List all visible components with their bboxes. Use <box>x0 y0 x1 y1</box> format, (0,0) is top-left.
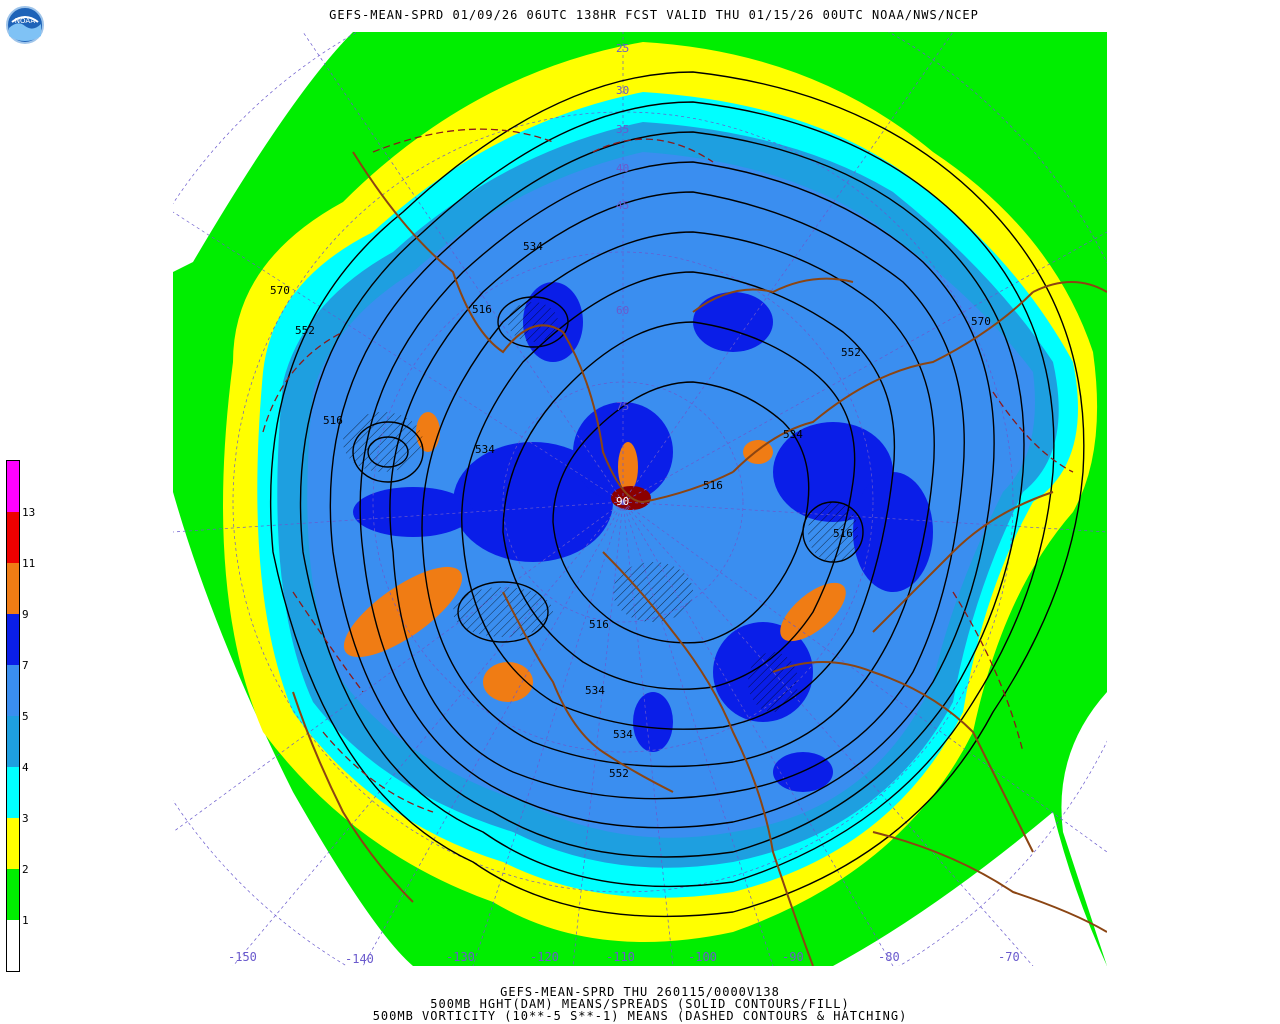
contour-label: 516 <box>833 527 853 540</box>
lat-label: 60 <box>616 304 629 317</box>
lat-label: 35 <box>616 123 629 136</box>
legend-swatch <box>7 920 19 971</box>
contour-label: 534 <box>585 684 605 697</box>
contour-label: 552 <box>295 324 315 337</box>
chart-title: GEFS-MEAN-SPRD 01/09/26 06UTC 138HR FCST… <box>329 8 979 22</box>
footer-line-1: GEFS-MEAN-SPRD THU 260115/0000V138 <box>500 985 780 999</box>
legend-swatch <box>7 869 19 920</box>
legend-swatch <box>7 461 19 512</box>
contour-label: 516 <box>589 618 609 631</box>
legend-label: 13 <box>22 506 36 519</box>
footer-line-2: 500MB HGHT(DAM) MEANS/SPREADS (SOLID CON… <box>430 997 850 1011</box>
lat-label: 45 <box>616 199 629 212</box>
spread-fill-orange <box>343 412 846 702</box>
legend-label: 1 <box>22 914 29 927</box>
contour-label: 516 <box>323 414 343 427</box>
map-panel: 570 552 516 534 534 516 534 570 552 534 … <box>173 32 1107 966</box>
spread-fill-white-sw <box>173 492 413 966</box>
lat-lon-grid <box>173 32 1107 966</box>
contour-label: 534 <box>613 728 633 741</box>
color-legend <box>6 460 20 972</box>
coastlines <box>292 151 1107 966</box>
legend-swatch <box>7 512 19 563</box>
vorticity-contours <box>262 128 1074 813</box>
vorticity-hatching <box>343 302 858 712</box>
legend-label: 4 <box>22 761 29 774</box>
spread-fill-white-se <box>1061 692 1107 966</box>
legend-label: 11 <box>22 557 36 570</box>
spread-fill-white-se2 <box>833 812 1107 966</box>
contour-label: 552 <box>841 346 861 359</box>
spread-fill-white-west <box>173 32 353 272</box>
contour-label: 570 <box>971 315 991 328</box>
legend-label: 5 <box>22 710 29 723</box>
legend-swatch <box>7 563 19 614</box>
lon-label: -120 <box>530 950 559 964</box>
lat-label: 25 <box>616 42 629 55</box>
legend-swatch <box>7 767 19 818</box>
legend-swatch <box>7 614 19 665</box>
legend-swatch <box>7 716 19 767</box>
footer-line-3: 500MB VORTICITY (10**-5 S**-1) MEANS (DA… <box>372 1009 908 1023</box>
lat-label: 40 <box>616 162 629 175</box>
contour-label: 570 <box>270 284 290 297</box>
legend-swatch <box>7 665 19 716</box>
legend-label: 7 <box>22 659 29 672</box>
lon-label: -150 <box>228 950 257 964</box>
noaa-logo-icon: NOAA <box>6 6 44 44</box>
contour-label: 552 <box>609 767 629 780</box>
legend-swatch <box>7 818 19 869</box>
latitude-labels: 25 30 35 40 45 60 75 90 <box>616 42 629 508</box>
legend-label: 3 <box>22 812 29 825</box>
contour-label: 534 <box>475 443 495 456</box>
contour-label: 516 <box>703 479 723 492</box>
lon-label: -100 <box>688 950 717 964</box>
lon-label: -70 <box>998 950 1020 964</box>
lon-label: -80 <box>878 950 900 964</box>
lat-label: 75 <box>616 400 629 413</box>
legend-label: 2 <box>22 863 29 876</box>
contour-label: 534 <box>783 428 803 441</box>
contour-labels: 570 552 516 534 534 516 534 570 552 534 … <box>270 240 991 780</box>
lon-label: -140 <box>345 952 374 966</box>
legend-label: 9 <box>22 608 29 621</box>
lon-label: -90 <box>782 950 804 964</box>
contour-label: 534 <box>523 240 543 253</box>
height-contours <box>270 71 1085 918</box>
lat-label: 90 <box>616 495 629 508</box>
lon-label: -110 <box>606 950 635 964</box>
lon-label: -130 <box>446 950 475 964</box>
lat-label: 30 <box>616 84 629 97</box>
svg-text:NOAA: NOAA <box>15 17 36 25</box>
contour-label: 516 <box>472 303 492 316</box>
